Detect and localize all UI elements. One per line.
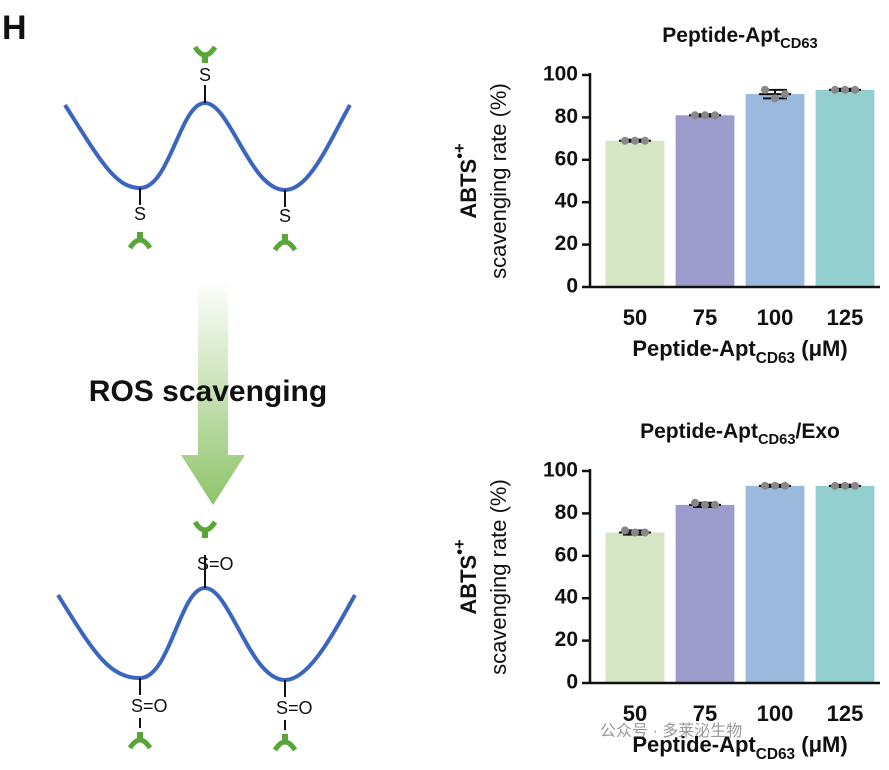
watermark: 公众号 · 多莱泌生物 [600,722,742,740]
bar [745,485,805,683]
y-tick-label: 0 [566,275,578,298]
data-point [761,481,769,490]
data-point [781,90,789,99]
molecule-before [63,47,352,250]
x-tick-label: 50 [623,701,647,726]
text-part: CD63 [756,746,795,763]
data-point [851,481,859,490]
bar [745,94,805,287]
data-point [641,528,649,537]
bar [675,504,735,683]
y-axis-label: ABTS•+ [451,143,480,218]
error-bar [759,88,791,100]
x-axis-label: Peptide-AptCD63 (μM) [632,336,847,367]
data-point [761,85,769,94]
y-tick-label: 60 [555,147,578,170]
data-point [631,136,639,145]
y-axis-label: scavenging rate (%) [486,83,511,279]
bar [815,485,875,683]
data-point [781,481,789,490]
x-axis-label: Peptide-AptCD63 (μM) [632,732,847,763]
x-tick-label: 100 [757,701,794,726]
text-part: ABTS [456,159,481,219]
data-point [691,498,699,507]
text-part: CD63 [780,36,818,52]
text-part: Peptide-Apt [640,420,758,443]
y-axis-label: ABTS•+ [451,539,480,614]
x-tick-label: 125 [827,305,864,330]
y-axis-label: scavenging rate (%) [486,479,511,675]
oxidized-label: S=O [276,698,313,718]
data-point [701,111,709,120]
data-point [851,85,859,94]
text-part: Peptide-Apt [632,732,756,757]
data-point [641,136,649,145]
bar [605,140,665,287]
data-point [631,528,639,537]
chart-title: Peptide-AptCD63/Exo [640,420,840,448]
bar [675,115,735,287]
x-tick-label: 50 [623,305,647,330]
data-point [771,481,779,490]
y-tick-label: 100 [543,63,578,86]
oxidized-label: S=O [131,696,168,716]
data-point [831,481,839,490]
y-tick-label: 20 [555,628,578,651]
x-tick-label: 125 [827,701,864,726]
bar [605,532,665,683]
panel-label: H [2,9,27,47]
arrow [181,280,245,505]
data-point [771,94,779,103]
y-tick-label: 60 [555,543,578,566]
y-tick-label: 20 [555,232,578,255]
oxidized-label: S=O [197,554,234,574]
text-part: CD63 [758,432,796,448]
bar [815,89,875,287]
text-part: (μM) [795,336,848,361]
thiol-label: S [279,206,291,226]
data-point [701,500,709,509]
y-tick-label: 80 [555,501,578,524]
text-part: Peptide-Apt [662,24,780,47]
data-point [841,481,849,490]
y-tick-label: 40 [555,586,578,609]
y-tick-label: 100 [543,459,578,482]
data-point [711,111,719,120]
text-part: ABTS [456,555,481,615]
text-part: /Exo [796,420,840,443]
data-point [841,85,849,94]
molecule-after [56,522,357,750]
y-tick-label: 0 [566,671,578,694]
y-tick-label: 80 [555,105,578,128]
data-point [621,136,629,145]
x-tick-label: 75 [693,305,717,330]
text-part: •+ [451,143,469,158]
text-part: (μM) [795,732,848,757]
text-part: CD63 [756,350,795,367]
y-tick-label: 40 [555,190,578,213]
data-point [621,526,629,535]
data-point [691,111,699,120]
text-part: Peptide-Apt [632,336,756,361]
arrow-label: ROS scavenging [89,375,327,408]
x-tick-label: 100 [757,305,794,330]
thiol-label: S [199,65,211,85]
data-point [711,500,719,509]
text-part: •+ [451,539,469,554]
x-tick-label: 75 [693,701,717,726]
data-point [831,85,839,94]
thiol-label: S [134,204,146,224]
chart-title: Peptide-AptCD63 [662,24,817,52]
